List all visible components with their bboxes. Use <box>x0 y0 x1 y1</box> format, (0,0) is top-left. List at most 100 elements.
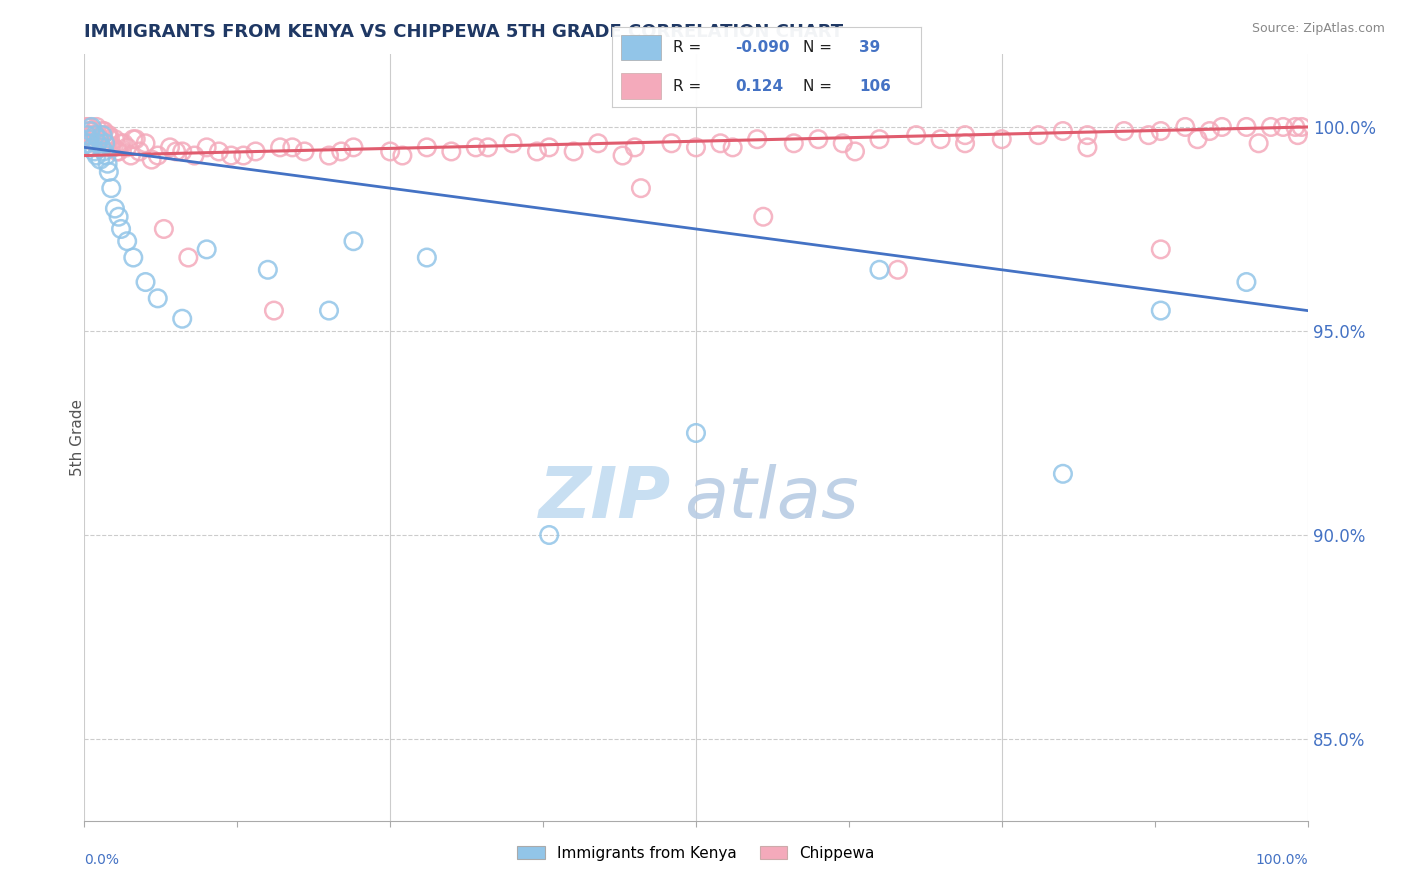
Point <box>94 136 117 151</box>
Point <box>747 132 769 146</box>
Point <box>172 145 194 159</box>
Text: ZIP: ZIP <box>540 464 672 533</box>
Point <box>1291 120 1313 134</box>
Point <box>1052 124 1074 138</box>
Point <box>115 140 138 154</box>
Point <box>82 140 104 154</box>
Bar <box>621 35 661 61</box>
Y-axis label: 5th Grade: 5th Grade <box>70 399 84 475</box>
Point <box>86 120 108 134</box>
Point <box>89 153 111 167</box>
Point <box>1260 120 1282 134</box>
Point <box>83 124 105 138</box>
Point <box>1211 120 1233 134</box>
Text: atlas: atlas <box>683 464 858 533</box>
Point <box>125 132 148 146</box>
Point <box>96 148 118 162</box>
Point <box>685 425 707 440</box>
Point <box>93 124 115 138</box>
Point <box>953 128 976 142</box>
Point <box>141 153 163 167</box>
Point <box>98 132 121 146</box>
Point <box>1114 124 1136 138</box>
Point <box>86 148 108 162</box>
Point <box>281 140 304 154</box>
Point <box>122 251 145 265</box>
Text: 39: 39 <box>859 40 880 55</box>
Point <box>232 148 254 162</box>
Text: 0.0%: 0.0% <box>84 854 120 867</box>
Point <box>624 140 647 154</box>
Point <box>257 262 280 277</box>
Point <box>709 136 731 151</box>
Point <box>97 128 120 142</box>
Point <box>887 262 910 277</box>
Point <box>107 210 129 224</box>
Point <box>135 275 157 289</box>
Point <box>77 124 100 138</box>
Point <box>661 136 683 151</box>
Point <box>100 181 122 195</box>
Point <box>612 148 634 162</box>
Point <box>630 181 652 195</box>
Point <box>77 120 100 134</box>
Text: R =: R = <box>673 40 702 55</box>
Point <box>1150 124 1173 138</box>
Text: 106: 106 <box>859 78 891 94</box>
Text: N =: N = <box>803 40 832 55</box>
Point <box>538 140 561 154</box>
Point <box>177 251 200 265</box>
Point <box>146 148 169 162</box>
Text: 0.124: 0.124 <box>735 78 783 94</box>
Legend: Immigrants from Kenya, Chippewa: Immigrants from Kenya, Chippewa <box>512 839 880 867</box>
Point <box>97 128 120 142</box>
Point <box>97 157 120 171</box>
Point <box>100 140 122 154</box>
Point <box>115 234 138 248</box>
Point <box>104 202 127 216</box>
Point <box>953 136 976 151</box>
Point <box>76 120 98 134</box>
Point <box>1236 120 1258 134</box>
Point <box>440 145 463 159</box>
Point <box>165 145 187 159</box>
Point <box>1174 120 1197 134</box>
Point <box>79 124 101 138</box>
Point <box>562 145 585 159</box>
Point <box>991 132 1014 146</box>
Point <box>80 128 103 142</box>
Point <box>1236 275 1258 289</box>
Point <box>128 145 150 159</box>
Point <box>104 132 127 146</box>
Point <box>538 528 561 542</box>
Point <box>1150 303 1173 318</box>
Point <box>342 140 364 154</box>
Point <box>77 132 100 146</box>
Point <box>831 136 853 151</box>
Point <box>752 210 775 224</box>
Point <box>195 243 218 257</box>
Point <box>477 140 499 154</box>
Point <box>87 128 110 142</box>
Point <box>146 291 169 305</box>
Point <box>83 145 105 159</box>
Point <box>263 303 285 318</box>
Point <box>586 136 609 151</box>
Point <box>159 140 181 154</box>
Point <box>1028 128 1050 142</box>
Point <box>80 120 103 134</box>
Point <box>112 136 135 151</box>
Point <box>110 136 132 151</box>
Point <box>844 145 866 159</box>
Point <box>76 128 98 142</box>
Point <box>94 136 117 151</box>
Point <box>153 222 176 236</box>
Point <box>1076 128 1098 142</box>
Text: R =: R = <box>673 78 702 94</box>
Point <box>122 132 145 146</box>
Point <box>110 222 132 236</box>
Point <box>87 132 110 146</box>
Point <box>87 136 110 151</box>
Point <box>294 145 316 159</box>
Point <box>416 140 439 154</box>
